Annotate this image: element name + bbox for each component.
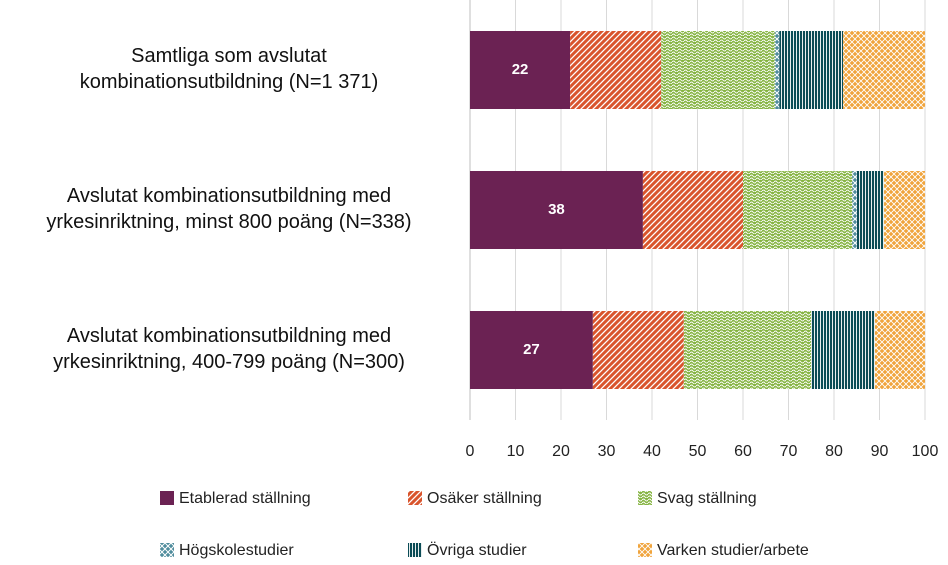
- legend-swatch: [160, 543, 174, 557]
- bar-segment: [874, 311, 925, 389]
- x-tick-label: 100: [912, 443, 939, 460]
- bar-segment: [570, 31, 662, 109]
- legend-label: Övriga studier: [427, 541, 527, 559]
- bar-segment: [683, 311, 812, 389]
- data-label: 22: [512, 61, 529, 78]
- bar-segment: [884, 171, 925, 249]
- legend-label: Högskolestudier: [179, 542, 294, 559]
- x-tick-label: 30: [598, 443, 616, 460]
- legend-label: Varken studier/arbete: [657, 542, 809, 559]
- x-tick-label: 10: [507, 443, 525, 460]
- x-tick-label: 50: [689, 443, 707, 460]
- bar-segment: [470, 171, 643, 249]
- bar-segment: [774, 31, 780, 109]
- legend-label: Svag ställning: [657, 490, 757, 507]
- bar-segment: [592, 311, 684, 389]
- category-label: Avslutat kombinationsutbildning med yrke…: [46, 185, 412, 233]
- bar-segment: [470, 31, 571, 109]
- category-label: Avslutat kombinationsutbildning med yrke…: [53, 325, 405, 373]
- legend-swatch: [638, 543, 652, 557]
- legend-swatch: [408, 491, 422, 505]
- bar-segment: [811, 311, 875, 389]
- legend-swatch: [160, 491, 174, 505]
- legend-label: Osäker ställning: [427, 490, 542, 507]
- category-label: Samtliga som avslutat kombinationsutbild…: [79, 45, 379, 93]
- bar-segment: [661, 31, 775, 109]
- data-label: 38: [548, 201, 565, 218]
- x-tick-label: 80: [825, 443, 843, 460]
- legend-swatch: [408, 543, 422, 557]
- bar-segment: [779, 31, 844, 109]
- x-tick-label: 0: [466, 443, 475, 460]
- bar-segment: [642, 171, 743, 249]
- bar-segment: [852, 171, 857, 249]
- legend-swatch: [638, 491, 652, 505]
- x-tick-label: 60: [734, 443, 752, 460]
- bar-segment: [856, 171, 885, 249]
- x-tick-label: 40: [643, 443, 661, 460]
- data-label: 27: [523, 341, 540, 358]
- bar-segment: [843, 31, 925, 109]
- bar-segment: [743, 171, 853, 249]
- legend-label: Etablerad ställning: [179, 490, 311, 507]
- x-tick-label: 70: [780, 443, 798, 460]
- bar-segment: [470, 311, 593, 389]
- x-tick-label: 20: [552, 443, 570, 460]
- x-tick-label: 90: [871, 443, 889, 460]
